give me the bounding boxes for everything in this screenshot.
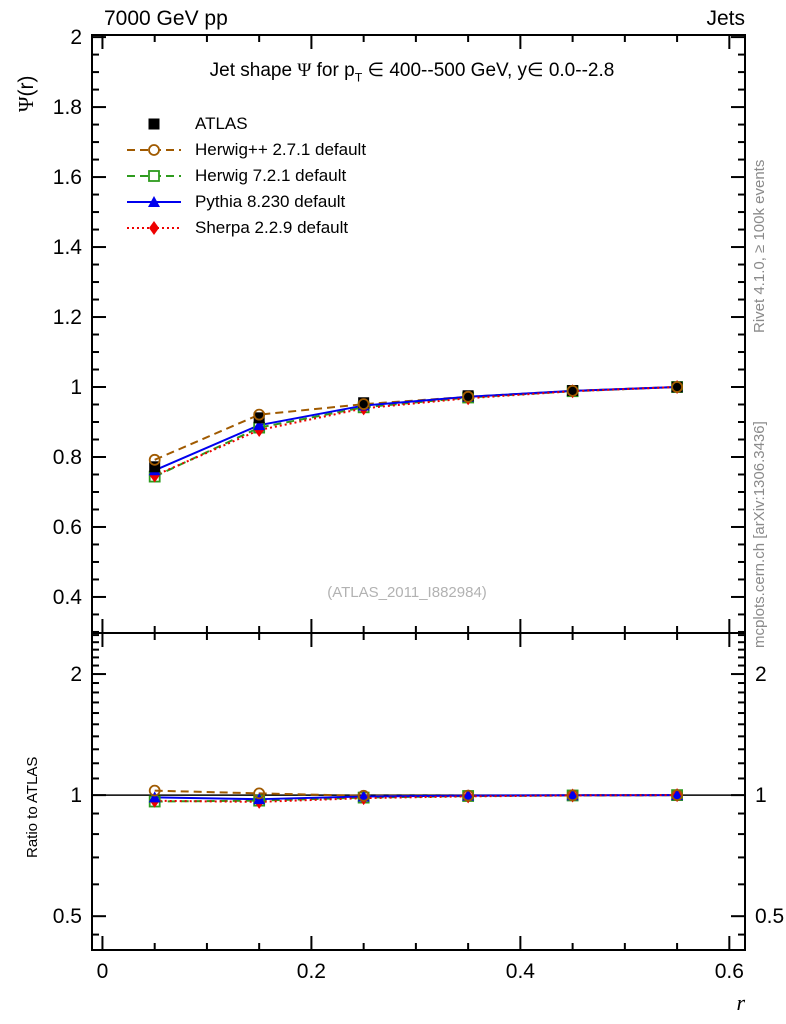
legend-label-sherpa-2-2-9-default: Sherpa 2.2.9 default (195, 218, 349, 237)
beam-energy-label: 7000 GeV pp (104, 7, 228, 30)
legend-marker-herwig-2-7-1-default (127, 144, 181, 156)
ratio-series-line-4 (154, 794, 678, 803)
legend-label-atlas: ATLAS (195, 114, 248, 133)
marker-ratio-3 (357, 790, 370, 802)
main-y-tick-label: 1.2 (53, 306, 82, 329)
marker-main-0 (253, 412, 265, 424)
legend-label-herwig-7-2-1-default: Herwig 7.2.1 default (195, 166, 347, 185)
marker-main-1 (357, 398, 370, 411)
main-y-tick-label: 0.8 (53, 446, 82, 469)
ratio-y-tick-label-right: 0.5 (755, 905, 784, 928)
ratio-y-tick-label: 0.5 (53, 905, 82, 928)
ratio-y-tick-label-right: 2 (755, 663, 767, 686)
plot-title: Jet shape Ψ for pT ∈ 400--500 GeV, y∈ 0.… (92, 59, 732, 85)
legend-item-pythia-8-230-default: Pythia 8.230 default (126, 189, 366, 215)
x-tick-label: 0 (97, 960, 109, 983)
legend-marker-atlas (148, 118, 160, 130)
main-y-tick-label: 1.8 (53, 96, 82, 119)
x-axis-title: r (736, 990, 745, 1015)
legend-marker-pythia-8-230-default (127, 196, 181, 207)
psi-argument: (r) (15, 75, 38, 97)
main-y-tick-label: 1 (70, 376, 82, 399)
main-y-tick-label: 0.6 (53, 516, 82, 539)
ratio-y-tick-label-right: 1 (755, 784, 767, 807)
marker-ratio-1 (566, 789, 579, 802)
plot-title-psi: Ψ (297, 60, 312, 81)
series-line-3 (154, 386, 678, 472)
main-y-tick-label: 1.6 (53, 166, 82, 189)
marker-main-0 (462, 390, 474, 402)
legend-item-herwig-7-2-1-default: Herwig 7.2.1 default (126, 163, 366, 189)
plot-title-mid: for p (311, 60, 355, 81)
marker-main-0 (149, 461, 161, 473)
legend-item-atlas: ATLAS (126, 111, 366, 137)
legend-label-pythia-8-230-default: Pythia 8.230 default (195, 192, 346, 211)
plot-title-subscript: T (354, 70, 363, 85)
legend-marker-sherpa-2-2-9-default (127, 221, 181, 235)
marker-ratio-1 (357, 789, 370, 802)
psi-symbol: Ψ (14, 96, 38, 113)
marker-main-1 (148, 453, 161, 466)
marker-main-0 (671, 381, 683, 393)
main-y-tick-label: 1.4 (53, 236, 83, 259)
marker-main-3 (253, 419, 266, 431)
main-y-tick-label: 2 (70, 26, 82, 49)
analysis-group-label: Jets (706, 7, 745, 30)
marker-ratio-1 (148, 784, 161, 797)
x-tick-label: 0.2 (297, 960, 326, 983)
legend-marker-herwig-7-2-1-default (127, 170, 181, 182)
ratio-y-tick-label: 2 (70, 663, 82, 686)
marker-main-1 (462, 390, 475, 403)
marker-ratio-3 (462, 789, 475, 801)
rivet-version-note: Rivet 4.1.0, ≥ 100k events (751, 159, 768, 333)
marker-ratio-1 (253, 787, 266, 800)
ratio-panel-frame (91, 632, 746, 951)
legend: ATLAS Herwig++ 2.7.1 default Herwig 7.2.1 … (126, 111, 366, 241)
ratio-y-axis-title: Ratio to ATLAS (24, 756, 41, 858)
x-tick-label: 0.4 (506, 960, 536, 983)
marker-main-1 (253, 408, 266, 421)
marker-ratio-1 (671, 789, 683, 802)
series-line-1 (154, 386, 678, 461)
legend-label-herwig-2-7-1-default: Herwig++ 2.7.1 default (195, 140, 367, 159)
ratio-y-tick-label: 1 (70, 784, 82, 807)
marker-main-0 (567, 385, 579, 397)
marker-main-0 (358, 397, 370, 409)
marker-main-1 (671, 381, 683, 393)
legend-item-sherpa-2-2-9-default: Sherpa 2.2.9 default (126, 215, 366, 241)
plot-title-text: Jet shape (209, 60, 298, 81)
legend-item-herwig-2-7-1-default: Herwig++ 2.7.1 default (126, 137, 366, 163)
marker-ratio-3 (148, 791, 161, 803)
marker-main-1 (566, 384, 579, 397)
x-tick-label: 0.6 (715, 960, 744, 983)
marker-ratio-3 (671, 789, 684, 801)
main-y-tick-label: 0.4 (53, 586, 83, 609)
analysis-id-watermark: (ATLAS_2011_I882984) (327, 584, 487, 601)
main-y-axis-title: Ψ(r) (14, 76, 39, 112)
marker-ratio-1 (462, 789, 475, 802)
mcplots-arxiv-note: mcplots.cern.ch [arXiv:1306.3436] (751, 421, 768, 648)
plot-title-post: ∈ 400--500 GeV, y∈ 0.0--2.8 (362, 60, 615, 81)
marker-ratio-3 (566, 789, 579, 801)
